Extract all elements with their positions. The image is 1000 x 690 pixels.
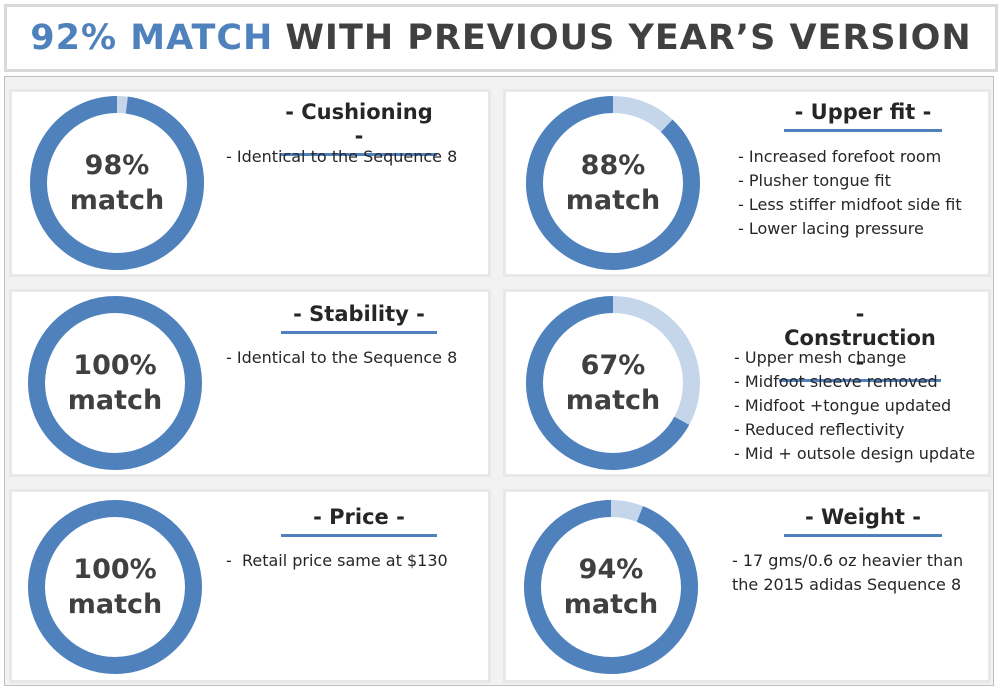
donut-weight: 94% match — [524, 500, 698, 674]
card-stability — [12, 292, 488, 474]
note-item: - Identical to the Sequence 8 — [226, 147, 458, 166]
note-item: - Midfoot +tongue updated — [734, 396, 952, 415]
note-item: - Reduced reflectivity — [734, 420, 905, 439]
card-weight — [506, 492, 988, 680]
donut-match-text: match — [67, 589, 163, 620]
heading-rule — [784, 129, 942, 132]
heading-rule — [779, 379, 941, 382]
donut-match-text: match — [563, 589, 659, 620]
notes-cushioning: - Identical to the Sequence 8 — [226, 145, 457, 169]
card-upper-fit — [506, 92, 988, 274]
donut-construction: 67% match — [526, 296, 700, 470]
donut-match-text: match — [69, 185, 165, 216]
notes-price: - Retail price same at $130 — [226, 549, 448, 573]
donut-match-arc — [28, 500, 202, 674]
heading-price: - Price - — [281, 505, 437, 537]
note-item: - Mid + outsole design update — [734, 444, 976, 463]
donut-label: 100% match — [28, 296, 202, 470]
note-item: - Identical to the Sequence 8 — [226, 348, 458, 367]
heading-cushioning: - Cushioning - — [281, 100, 437, 156]
donut-chart-svg — [526, 96, 700, 270]
donut-label: 88% match — [526, 96, 700, 270]
note-item: - Increased forefoot room — [738, 147, 942, 166]
title-accent: 92% MATCH — [30, 18, 274, 58]
donut-match-text: match — [565, 385, 661, 416]
donut-percent: 98% — [84, 150, 150, 181]
card-price — [12, 492, 488, 680]
heading-text: - Stability - — [293, 302, 425, 326]
heading-rule — [281, 534, 437, 537]
note-item: - Retail price same at $130 — [226, 551, 448, 570]
notes-weight: - 17 gms/0.6 oz heavier than the 2015 ad… — [732, 549, 963, 597]
heading-construction: - Construction - — [779, 302, 941, 382]
donut-match-arc — [524, 500, 698, 674]
donut-label: 67% match — [526, 296, 700, 470]
donut-percent: 88% — [580, 150, 646, 181]
donut-match-arc — [526, 96, 700, 270]
donut-chart-svg — [28, 500, 202, 674]
heading-text: - Upper fit - — [794, 100, 932, 124]
heading-text: - Price - — [313, 505, 405, 529]
heading-text: - Cushioning - — [285, 100, 433, 148]
heading-text: - Weight - — [805, 505, 921, 529]
note-item: - Plusher tongue fit — [738, 171, 891, 190]
donut-chart-svg — [30, 96, 204, 270]
heading-text: - Construction - — [784, 302, 936, 374]
donut-chart-svg — [28, 296, 202, 470]
donut-chart-svg — [524, 500, 698, 674]
note-item: - Midfoot sleeve removed — [734, 372, 938, 391]
note-item: - 17 gms/0.6 oz heavier than — [732, 551, 964, 570]
card-construction — [506, 292, 988, 474]
donut-price: 100% match — [28, 500, 202, 674]
donut-match-arc — [30, 96, 204, 270]
donut-label: 98% match — [30, 96, 204, 270]
donut-percent: 94% — [578, 554, 644, 585]
note-item: - Less stiffer midfoot side fit — [738, 195, 962, 214]
heading-stability: - Stability - — [281, 302, 437, 334]
donut-label: 94% match — [524, 500, 698, 674]
donut-match-arc — [28, 296, 202, 470]
donut-match-text: match — [67, 385, 163, 416]
donut-match-text: match — [565, 185, 661, 216]
card-cushioning — [12, 92, 488, 274]
note-item: the 2015 adidas Sequence 8 — [732, 575, 962, 594]
page-title: 92% MATCH WITH PREVIOUS YEAR’S VERSION — [4, 4, 998, 72]
donut-cushioning: 98% match — [30, 96, 204, 270]
donut-upper-fit: 88% match — [526, 96, 700, 270]
heading-upper-fit: - Upper fit - — [784, 100, 942, 132]
note-item: - Lower lacing pressure — [738, 219, 924, 238]
donut-percent: 100% — [73, 350, 157, 381]
donut-label: 100% match — [28, 500, 202, 674]
donut-stability: 100% match — [28, 296, 202, 470]
heading-weight: - Weight - — [784, 505, 942, 537]
heading-rule — [281, 153, 437, 156]
notes-construction: - Upper mesh change - Midfoot sleeve rem… — [734, 346, 975, 466]
heading-rule — [281, 331, 437, 334]
note-item: - Upper mesh change — [734, 348, 907, 367]
notes-stability: - Identical to the Sequence 8 — [226, 346, 457, 370]
donut-percent: 100% — [73, 554, 157, 585]
donut-percent: 67% — [580, 350, 646, 381]
donut-chart-svg — [526, 296, 700, 470]
notes-upper-fit: - Increased forefoot room - Plusher tong… — [738, 145, 962, 241]
heading-rule — [784, 534, 942, 537]
title-rest: WITH PREVIOUS YEAR’S VERSION — [285, 18, 972, 58]
donut-match-arc — [526, 296, 690, 470]
